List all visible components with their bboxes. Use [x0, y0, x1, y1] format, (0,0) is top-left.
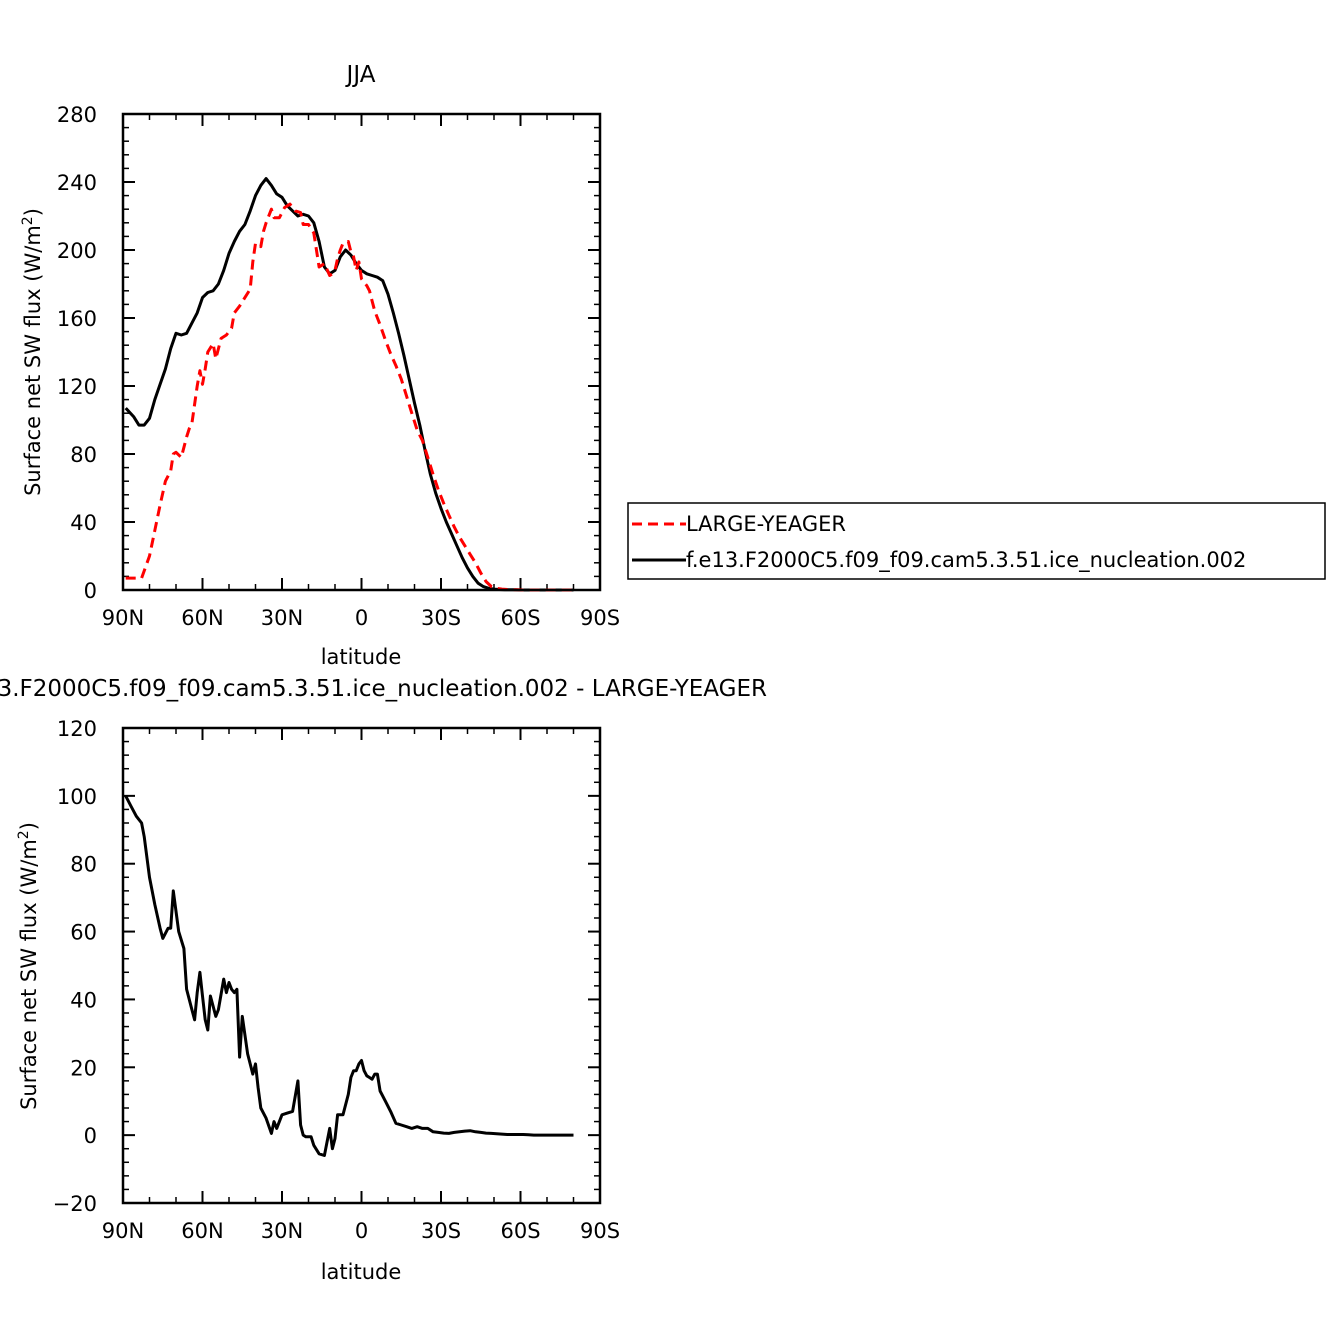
bottom-ytick-label: 40 — [70, 988, 97, 1012]
bottom-xtick-label: 60S — [500, 1219, 540, 1243]
top-chart-frame — [121, 112, 602, 592]
bottom-xtick-label: 90N — [102, 1219, 144, 1243]
top-chart-title: JJA — [345, 62, 376, 88]
bottom-chart-title: f.e13.F2000C5.f09_f09.cam5.3.51.ice_nucl… — [0, 676, 767, 702]
bottom-chart-ticks: 90N 60N 30N 0 30S 60S 90S −20 0 20 40 60 80 100 120 — [53, 717, 620, 1243]
top-ytick-label: 160 — [57, 307, 97, 331]
top-ylabel-tail: ) — [21, 208, 45, 216]
bottom-ylabel-tail: ) — [17, 822, 41, 830]
bottom-chart-xlabel: latitude — [321, 1260, 402, 1284]
top-xtick-label: 90S — [580, 606, 620, 630]
top-xtick-label: 90N — [102, 606, 144, 630]
bottom-xtick-label: 30S — [421, 1219, 461, 1243]
top-ytick-label: 240 — [57, 171, 97, 195]
top-chart-xlabel: latitude — [321, 645, 402, 669]
bottom-chart-frame — [121, 726, 602, 1205]
bottom-chart-series — [124, 795, 574, 1157]
top-chart-ylabel: Surface net SW flux (W/m2) — [20, 208, 45, 496]
top-xtick-label: 0 — [355, 606, 368, 630]
top-ytick-label: 40 — [70, 511, 97, 535]
bottom-ytick-label: 60 — [70, 921, 97, 945]
bottom-ytick-label: 0 — [84, 1124, 97, 1148]
top-ytick-label: 120 — [57, 375, 97, 399]
bottom-ylabel-main: Surface net SW flux (W/m — [17, 839, 41, 1110]
bottom-chart-ylabel: Surface net SW flux (W/m2) — [16, 822, 41, 1110]
top-xtick-label: 30N — [261, 606, 303, 630]
top-ytick-label: 200 — [57, 239, 97, 263]
top-ytick-label: 0 — [84, 579, 97, 603]
top-series-line-0 — [125, 202, 574, 592]
bottom-xtick-label: 90S — [580, 1219, 620, 1243]
top-chart-ticks: 90N 60N 30N 0 30S 60S 90S 0 40 80 120 160 200 240 280 — [57, 103, 620, 630]
top-ylabel-sup: 2 — [20, 216, 36, 225]
top-xtick-label: 60N — [181, 606, 223, 630]
top-xtick-label: 30S — [421, 606, 461, 630]
legend-box — [627, 502, 1326, 580]
bottom-ytick-label: 100 — [57, 785, 97, 809]
legend-label-large-yeager: LARGE-YEAGER — [686, 512, 846, 536]
bottom-ytick-label: 20 — [70, 1056, 97, 1080]
top-chart: JJA 90N 60N 30N 0 30S 60S 90S 0 40 80 120 160 200 240… — [20, 62, 1326, 669]
top-chart-series — [124, 177, 574, 592]
top-ylabel-main: Surface net SW flux (W/m — [21, 225, 45, 496]
bottom-ylabel-sup: 2 — [16, 830, 32, 839]
top-ytick-label: 80 — [70, 443, 97, 467]
top-series-line-1 — [124, 177, 574, 592]
bottom-chart: f.e13.F2000C5.f09_f09.cam5.3.51.ice_nucl… — [0, 676, 767, 1284]
bottom-xtick-label: 0 — [355, 1219, 368, 1243]
bottom-ytick-label: −20 — [53, 1192, 97, 1216]
bottom-ytick-label: 80 — [70, 853, 97, 877]
bottom-series-line-0 — [124, 795, 574, 1157]
top-ytick-label: 280 — [57, 103, 97, 127]
legend-label-ice-nucleation: f.e13.F2000C5.f09_f09.cam5.3.51.ice_nucl… — [686, 548, 1246, 573]
bottom-xtick-label: 60N — [181, 1219, 223, 1243]
bottom-xtick-label: 30N — [261, 1219, 303, 1243]
bottom-ytick-label: 120 — [57, 717, 97, 741]
top-chart-legend: LARGE-YEAGER f.e13.F2000C5.f09_f09.cam5.… — [627, 502, 1326, 580]
top-xtick-label: 60S — [500, 606, 540, 630]
